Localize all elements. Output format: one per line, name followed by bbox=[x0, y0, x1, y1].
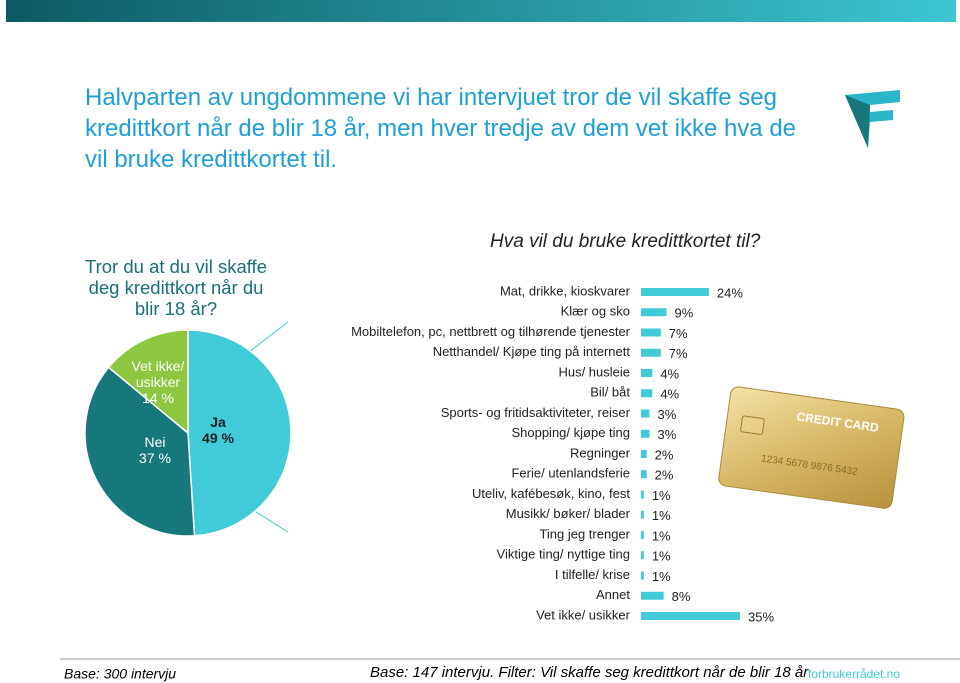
value-label: 4% bbox=[660, 366, 679, 381]
bar bbox=[641, 470, 647, 479]
y-tick-label: Mobiltelefon, pc, nettbrett og tilhørend… bbox=[351, 324, 631, 339]
value-label: 7% bbox=[669, 346, 688, 361]
bar bbox=[641, 612, 741, 620]
bar bbox=[641, 429, 650, 438]
value-label: 1% bbox=[652, 569, 671, 584]
callout-line bbox=[244, 321, 289, 356]
footer-base: Base: 147 intervju. Filter: Vil skaffe s… bbox=[370, 664, 809, 681]
bar bbox=[641, 348, 661, 357]
y-tick-label: Uteliv, kafébesøk, kino, fest bbox=[472, 486, 630, 501]
value-label: 7% bbox=[669, 326, 688, 341]
y-tick-label: Klær og sko bbox=[561, 304, 630, 319]
y-tick-label: Shopping/ kjøpe ting bbox=[511, 425, 630, 440]
bar bbox=[641, 369, 653, 377]
logo bbox=[845, 90, 900, 148]
y-tick-label: Vet ikke/ usikker bbox=[536, 607, 631, 622]
pie-slice bbox=[107, 329, 189, 435]
pie-slice bbox=[84, 366, 196, 537]
y-tick-label: Bil/ båt bbox=[590, 385, 630, 400]
y-tick-label: Ting jeg trenger bbox=[539, 526, 630, 541]
bar bbox=[641, 288, 709, 296]
pie-label: Nei bbox=[144, 434, 166, 450]
value-label: 1% bbox=[652, 508, 671, 523]
value-label: 2% bbox=[655, 447, 674, 462]
y-tick-label: Mat, drikke, kioskvarer bbox=[500, 283, 631, 298]
slide-title: Halvparten av ungdommene vi har intervju… bbox=[85, 84, 797, 173]
value-label: 35% bbox=[748, 609, 774, 624]
value-label: 1% bbox=[652, 488, 671, 503]
bar bbox=[641, 328, 661, 337]
bar bbox=[641, 571, 644, 580]
y-tick-label: Annet bbox=[596, 587, 630, 602]
bar bbox=[641, 450, 647, 458]
bar bbox=[641, 308, 667, 317]
y-tick-label: Musikk/ bøker/ blader bbox=[506, 506, 631, 521]
y-tick-label: I tilfelle/ krise bbox=[555, 567, 630, 582]
value-label: 1% bbox=[652, 528, 671, 543]
value-label: 2% bbox=[655, 468, 674, 483]
pie-label: Ja bbox=[210, 414, 226, 430]
pie-value-label: 37 % bbox=[139, 450, 171, 466]
bar bbox=[641, 510, 644, 519]
bar-title: Hva vil du bruke kredittkortet til? bbox=[490, 231, 761, 252]
value-label: 3% bbox=[657, 407, 676, 422]
bar bbox=[641, 531, 644, 539]
footer-brand: forbrukerrådet.no bbox=[808, 667, 900, 681]
bar bbox=[641, 490, 644, 499]
value-label: 4% bbox=[660, 387, 679, 402]
footer-base: Base: 300 intervju bbox=[64, 666, 176, 682]
pie-value-label: 49 % bbox=[202, 430, 234, 446]
value-label: 8% bbox=[672, 589, 691, 604]
pie-slice bbox=[187, 329, 292, 537]
y-tick-label: Sports- og fritidsaktiviteter, reiser bbox=[441, 405, 631, 420]
value-label: 24% bbox=[717, 285, 743, 300]
bar bbox=[641, 389, 653, 398]
y-tick-label: Ferie/ utenlandsferie bbox=[511, 466, 630, 481]
y-tick-label: Hus/ husleie bbox=[558, 364, 630, 379]
y-tick-label: Netthandel/ Kjøpe ting på internett bbox=[433, 344, 631, 359]
pie-value-label: 14 % bbox=[142, 390, 174, 406]
bar bbox=[641, 409, 650, 418]
pie-label: Vet ikke/ usikker bbox=[131, 358, 185, 390]
value-label: 9% bbox=[674, 306, 693, 321]
bar bbox=[641, 551, 644, 560]
pie-title: Tror du at du vil skaffe deg kredittkort… bbox=[84, 256, 267, 319]
bar bbox=[641, 591, 664, 600]
credit-card: CREDIT CARD 1234 5678 9876 5432 bbox=[718, 386, 905, 509]
value-label: 3% bbox=[657, 427, 676, 442]
y-tick-label: Regninger bbox=[570, 445, 631, 460]
y-tick-label: Viktige ting/ nyttige ting bbox=[497, 547, 630, 562]
top-bar bbox=[6, 0, 956, 22]
value-label: 1% bbox=[652, 549, 671, 564]
